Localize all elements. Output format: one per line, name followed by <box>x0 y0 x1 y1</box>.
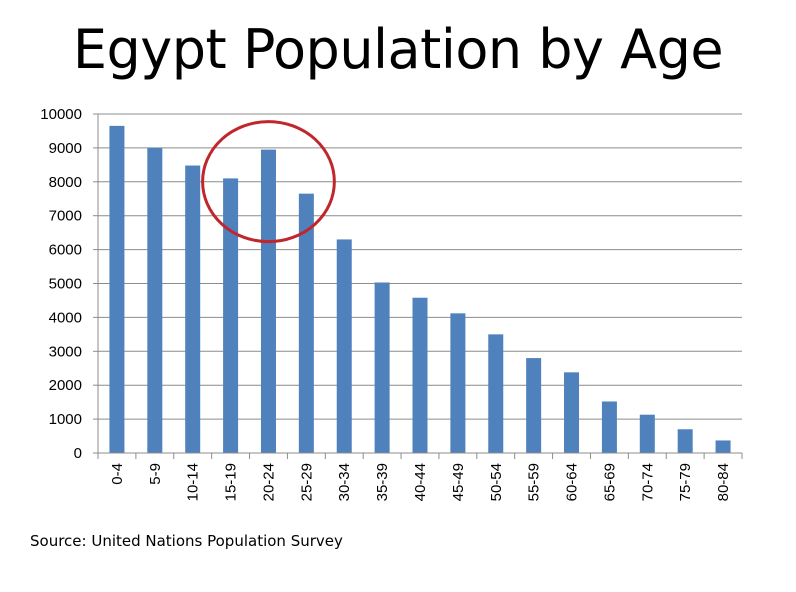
bar-20-24 <box>260 149 276 453</box>
x-tick-label: 60-64 <box>564 463 581 501</box>
bar-60-64 <box>564 372 580 453</box>
y-tick-label: 7000 <box>49 208 82 225</box>
x-tick-label: 70-74 <box>639 463 656 501</box>
bar-5-9 <box>147 147 163 453</box>
bar-15-19 <box>223 178 239 453</box>
bar-75-79 <box>677 429 693 453</box>
bar-70-74 <box>639 414 655 453</box>
x-tick-label: 25-29 <box>298 463 315 501</box>
bars <box>109 125 731 454</box>
y-tick-label: 2000 <box>49 377 82 394</box>
y-tick-label: 10000 <box>40 106 82 123</box>
y-tick-label: 1000 <box>49 411 82 428</box>
bar-40-44 <box>412 297 428 453</box>
bar-25-29 <box>298 193 314 454</box>
y-tick-label: 0 <box>74 445 82 462</box>
chart-title: Egypt Population by Age <box>72 18 724 81</box>
highlight-ellipse <box>201 120 336 244</box>
bar-30-34 <box>336 239 352 453</box>
bar-35-39 <box>374 282 390 453</box>
y-tick-label: 3000 <box>49 343 82 360</box>
x-tick-label: 15-19 <box>223 463 240 501</box>
x-tick-label: 80-84 <box>715 463 732 501</box>
x-tick-label: 10-14 <box>185 463 202 501</box>
y-tick-label: 5000 <box>49 276 82 293</box>
y-axis: 0 1000 2000 3000 4000 5000 6000 7000 8000 9000 100… <box>40 106 99 462</box>
bar-0-4 <box>109 125 125 454</box>
x-tick-label: 55-59 <box>526 463 543 501</box>
bar-65-69 <box>601 401 617 453</box>
x-tick-label: 65-69 <box>601 463 618 501</box>
x-tick-label: 30-34 <box>336 463 353 501</box>
bar-45-49 <box>450 313 466 453</box>
x-axis: 0-4 5-9 10-14 15-19 20-24 25-29 30-34 35-39 40-4… <box>97 452 743 501</box>
y-tick-label: 8000 <box>49 174 82 191</box>
y-tick-label: 9000 <box>49 140 82 157</box>
bar-50-54 <box>488 334 504 453</box>
annotations <box>201 120 336 244</box>
bar-80-84 <box>715 440 731 453</box>
x-tick-label: 75-79 <box>677 463 694 501</box>
y-tick-label: 6000 <box>49 242 82 259</box>
source-note: Source: United Nations Population Survey <box>30 532 343 550</box>
x-tick-label: 5-9 <box>147 463 164 485</box>
bar-10-14 <box>185 165 201 453</box>
x-tick-label: 50-54 <box>488 463 505 501</box>
x-tick-label: 0-4 <box>109 463 126 485</box>
y-tick-label: 4000 <box>49 309 82 326</box>
x-tick-label: 20-24 <box>260 463 277 501</box>
x-tick-label: 40-44 <box>412 463 429 501</box>
x-tick-label: 45-49 <box>450 463 467 501</box>
bar-55-59 <box>526 358 542 453</box>
x-tick-label: 35-39 <box>374 463 391 501</box>
